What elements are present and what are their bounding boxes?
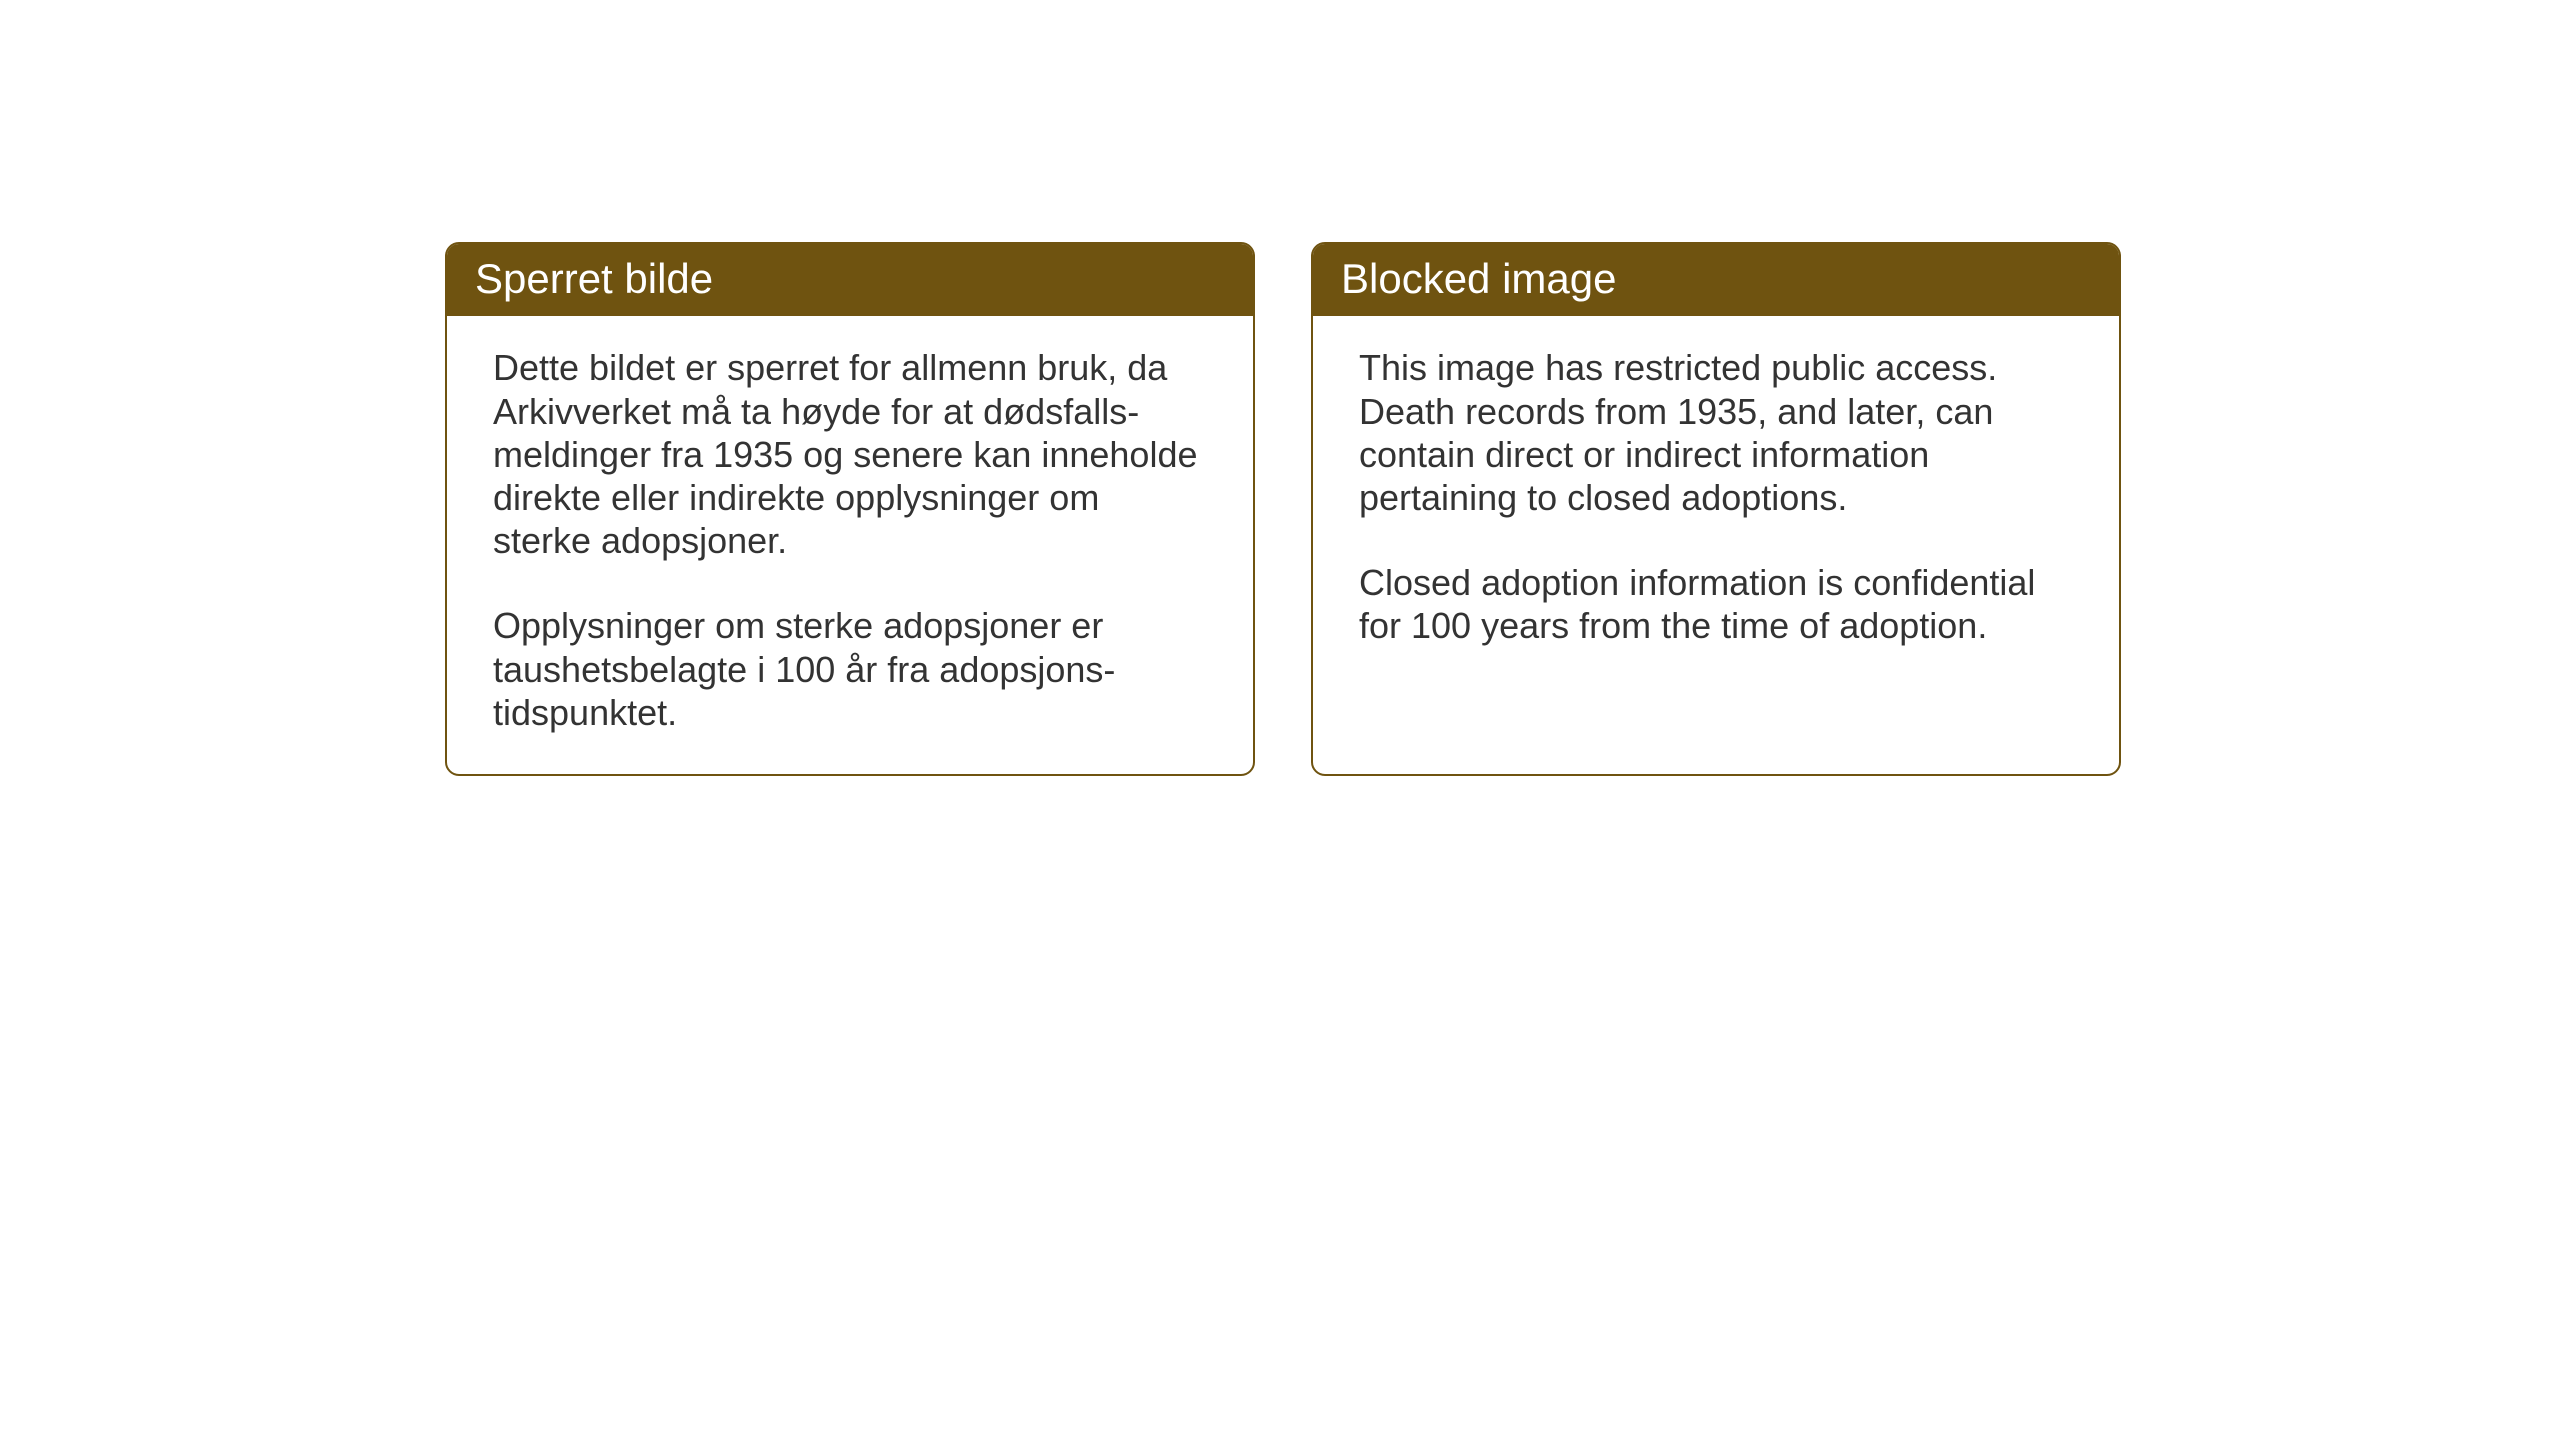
notice-paragraph-2-english: Closed adoption information is confident… xyxy=(1359,561,2073,647)
notice-title-english: Blocked image xyxy=(1341,255,1616,302)
notice-paragraph-1-norwegian: Dette bildet er sperret for allmenn bruk… xyxy=(493,346,1207,562)
notice-container: Sperret bilde Dette bildet er sperret fo… xyxy=(445,242,2121,776)
notice-paragraph-2-norwegian: Opplysninger om sterke adopsjoner er tau… xyxy=(493,604,1207,734)
notice-card-english: Blocked image This image has restricted … xyxy=(1311,242,2121,776)
notice-header-english: Blocked image xyxy=(1313,244,2119,316)
notice-header-norwegian: Sperret bilde xyxy=(447,244,1253,316)
notice-body-norwegian: Dette bildet er sperret for allmenn bruk… xyxy=(447,316,1253,774)
notice-body-english: This image has restricted public access.… xyxy=(1313,316,2119,756)
notice-card-norwegian: Sperret bilde Dette bildet er sperret fo… xyxy=(445,242,1255,776)
notice-title-norwegian: Sperret bilde xyxy=(475,255,713,302)
notice-paragraph-1-english: This image has restricted public access.… xyxy=(1359,346,2073,519)
